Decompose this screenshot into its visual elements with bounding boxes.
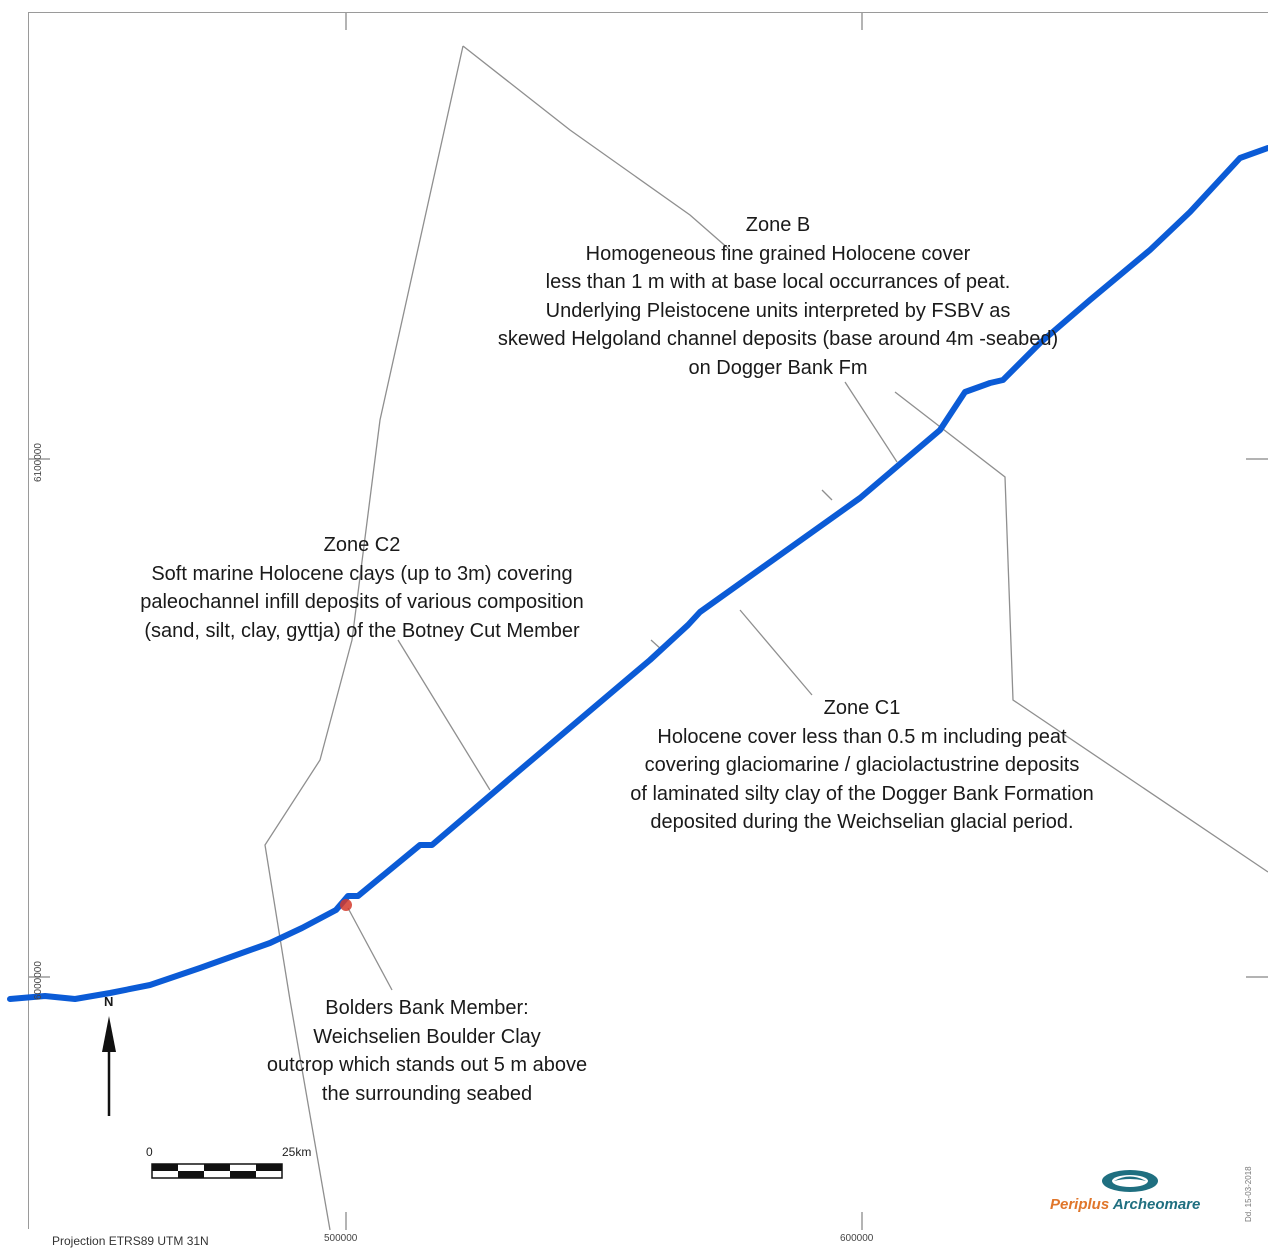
bolders-bank-label: Bolders Bank Member: Weichselien Boulder… (267, 994, 587, 1108)
zone-b-line-5: on Dogger Bank Fm (688, 356, 868, 379)
zone-boundary-east (894, 391, 1268, 873)
north-arrow-icon (102, 1016, 116, 1116)
scale-end-label: 25km (282, 1145, 312, 1159)
y-tick-label-6000000: 6000000 (33, 961, 44, 1000)
logo-text-periplus: Periplus (1050, 1196, 1110, 1213)
zone-c1-title: Zone C1 (823, 697, 901, 719)
zone-boundary-north (462, 45, 731, 251)
zone-c2-label: Zone C2 Soft marine Holocene clays (up t… (140, 531, 584, 645)
north-label: N (104, 994, 114, 1009)
leader-zone-c1-top (821, 489, 833, 501)
x-tick-label-500000: 500000 (324, 1233, 358, 1244)
frame-ticks (28, 12, 1268, 1230)
zone-b-label: Zone B Homogeneous fine grained Holocene… (498, 211, 1058, 382)
date-note: Dd. 15-03-2018 (1244, 1166, 1253, 1222)
zone-boundary-west (264, 45, 464, 1231)
leader-zone-b (844, 381, 898, 463)
logo-text: Periplus Archeomare (1050, 1196, 1200, 1213)
zone-b-line-1: Homogeneous fine grained Holocene cover (585, 242, 971, 265)
cable-route (7, 145, 1268, 1002)
zone-b-title: Zone B (745, 214, 811, 236)
y-tick-label-6100000: 6100000 (33, 443, 44, 482)
zone-c2-line-1: Soft marine Holocene clays (up to 3m) co… (151, 562, 573, 585)
zone-boundaries (264, 45, 1268, 1231)
zone-c1-line-2: covering glaciomarine / glaciolactustrin… (644, 754, 1080, 776)
zone-c2-line-2: paleochannel infill deposits of various … (140, 591, 584, 613)
leader-bolders-bank (347, 907, 393, 991)
x-tick-label-600000: 600000 (840, 1233, 874, 1244)
logo-text-archeomare: Archeomare (1112, 1196, 1201, 1213)
logo-mark-icon (1102, 1170, 1158, 1192)
projection-label: Projection ETRS89 UTM 31N (52, 1234, 209, 1248)
bolders-bank-line-3: the surrounding seabed (321, 1082, 533, 1105)
zone-c1-label: Zone C1 Holocene cover less than 0.5 m i… (630, 694, 1094, 837)
zone-b-line-3: Underlying Pleistocene units interpreted… (545, 299, 1011, 322)
bolders-bank-title: Bolders Bank Member: (325, 997, 529, 1019)
zone-b-line-4: skewed Helgoland channel deposits (base … (497, 328, 1059, 350)
bolders-bank-line-1: Weichselien Boulder Clay (313, 1025, 541, 1048)
bolders-bank-line-2: outcrop which stands out 5 m above (266, 1054, 588, 1076)
zone-c2-line-3: (sand, silt, clay, gyttja) of the Botney… (144, 619, 580, 642)
zone-c1-line-1: Holocene cover less than 0.5 m including… (657, 725, 1067, 748)
bolders-bank-marker (340, 899, 352, 911)
zone-c1-line-3: of laminated silty clay of the Dogger Ba… (630, 782, 1094, 805)
leader-zone-c2 (397, 639, 491, 791)
leader-zone-c1 (739, 609, 813, 696)
periplus-archeomare-logo: Periplus Archeomare (1050, 1168, 1240, 1218)
scale-start-label: 0 (146, 1145, 153, 1159)
zone-b-line-2: less than 1 m with at base local occurra… (545, 271, 1011, 293)
scale-bar (151, 1163, 283, 1179)
map-frame (28, 12, 1268, 1229)
zone-c2-title: Zone C2 (323, 534, 401, 556)
zone-c1-line-4: deposited during the Weichselian glacial… (650, 811, 1074, 833)
